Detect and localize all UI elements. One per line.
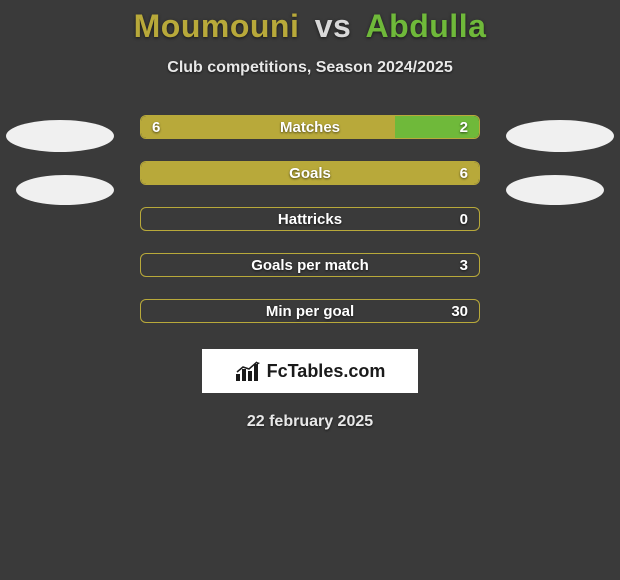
player2-name: Abdulla [366,8,487,44]
fctables-logo: FcTables.com [202,349,418,393]
vs-separator: vs [315,8,352,44]
stat-row: 3Goals per match [0,253,620,277]
logo-text: FcTables.com [267,361,386,382]
snapshot-date: 22 february 2025 [0,413,620,431]
subtitle: Club competitions, Season 2024/2025 [0,59,620,77]
player1-name: Moumouni [134,8,300,44]
stat-label: Min per goal [140,303,480,320]
comparison-title: Moumouni vs Abdulla [0,0,620,45]
bars-icon [235,360,261,382]
stat-row: 0Hattricks [0,207,620,231]
stat-label: Goals [140,165,480,182]
stat-label: Goals per match [140,257,480,274]
stat-row: 6Goals [0,161,620,185]
stat-label: Hattricks [140,211,480,228]
stat-row: 30Min per goal [0,299,620,323]
stat-row: 62Matches [0,115,620,139]
stat-label: Matches [140,119,480,136]
